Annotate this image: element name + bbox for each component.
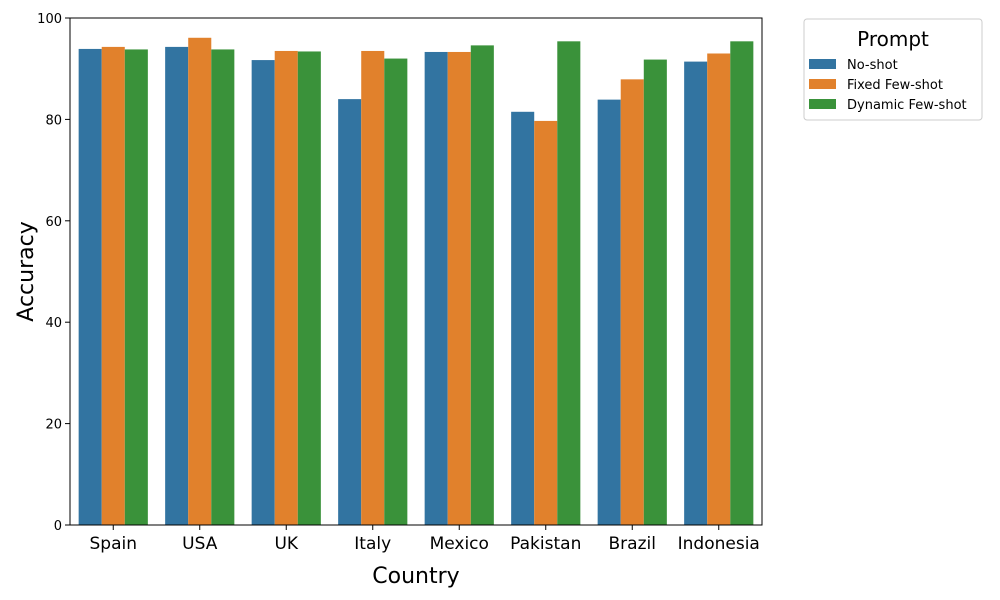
x-tick-label-italy: Italy [354,534,391,554]
y-axis-ticks: 0 20 40 60 80 100 [37,12,70,534]
x-tick-label-brazil: Brazil [609,534,656,554]
bar-italy-no-shot [338,99,362,526]
x-tick-label-indonesia: Indonesia [678,534,760,554]
bar-spain-dynamic-few-shot [124,49,148,526]
bar-indonesia-fixed-few-shot [707,53,731,526]
legend-label-fixed-few-shot: Fixed Few-shot [847,78,943,93]
bar-usa-fixed-few-shot [188,37,212,525]
x-tick-label-mexico: Mexico [430,534,489,554]
bar-brazil-dynamic-few-shot [643,59,667,525]
bar-indonesia-dynamic-few-shot [730,41,754,526]
bar-pakistan-fixed-few-shot [534,120,558,526]
bar-italy-dynamic-few-shot [384,58,408,526]
legend-swatch-no-shot [809,59,836,69]
y-tick-label: 0 [54,519,62,534]
y-tick-label: 20 [45,418,62,433]
bar-mexico-fixed-few-shot [447,51,471,526]
bar-pakistan-dynamic-few-shot [557,41,581,526]
y-tick-label: 80 [45,113,62,128]
bar-uk-no-shot [251,60,275,526]
bar-usa-no-shot [165,46,189,526]
bar-mexico-no-shot [424,51,448,526]
bar-indonesia-no-shot [684,61,708,526]
x-tick-label-spain: Spain [90,534,138,554]
legend-swatch-fixed-few-shot [809,79,836,89]
plot-frame [69,17,763,526]
legend-label-no-shot: No-shot [847,58,898,73]
legend-items: No-shot Fixed Few-shot Dynamic Few-shot [809,58,967,113]
x-tick-label-uk: UK [274,534,298,554]
y-tick-label: 60 [45,215,62,230]
bar-pakistan-no-shot [511,111,535,526]
bar-usa-dynamic-few-shot [211,49,235,526]
y-axis-label: Accuracy [14,221,39,321]
x-axis-ticks: Spain USA UK Italy Mexico Pakistan Brazil Indon… [90,525,760,554]
bars-layer [78,37,754,526]
bar-spain-fixed-few-shot [101,46,125,526]
bar-brazil-fixed-few-shot [620,79,644,526]
bar-spain-no-shot [78,48,102,525]
x-tick-label-usa: USA [182,534,218,554]
y-tick-label: 40 [45,316,62,331]
legend-swatch-dynamic-few-shot [809,99,836,109]
bar-italy-fixed-few-shot [361,50,385,526]
legend-label-dynamic-few-shot: Dynamic Few-shot [847,98,967,113]
legend: Prompt No-shot Fixed Few-shot Dynamic Few-… [803,18,983,121]
bar-brazil-no-shot [597,99,621,525]
legend-title: Prompt [857,27,929,51]
bar-uk-dynamic-few-shot [297,51,321,525]
bar-mexico-dynamic-few-shot [470,45,494,526]
legend-box [803,18,983,121]
bar-uk-fixed-few-shot [274,50,298,526]
x-tick-label-pakistan: Pakistan [510,534,581,554]
y-tick-label: 100 [37,12,62,27]
x-axis-label: Country [372,564,459,589]
